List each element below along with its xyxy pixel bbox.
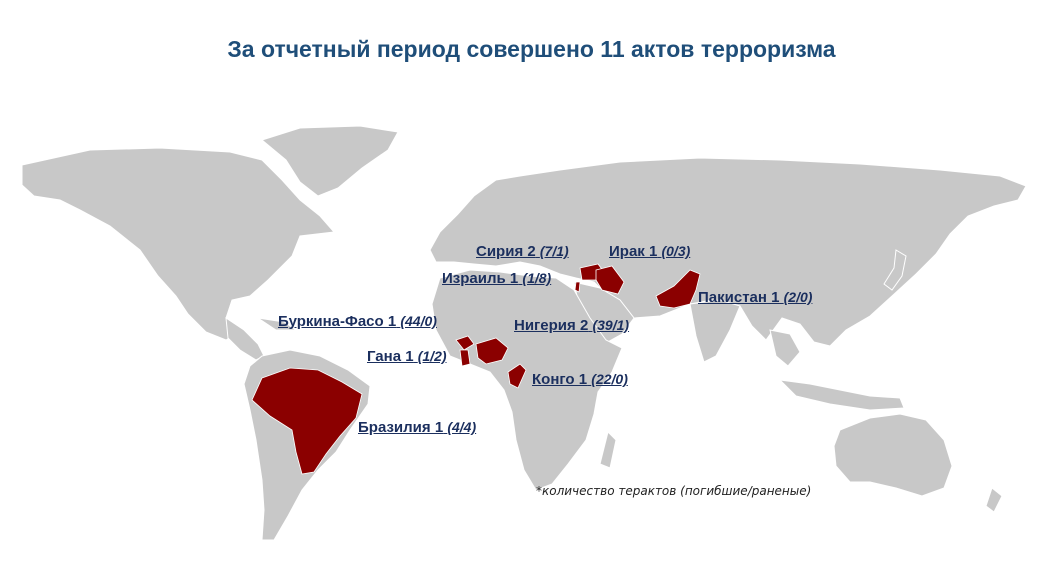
indonesia (778, 379, 905, 411)
label-ghana-stats: (1/2) (417, 348, 447, 364)
label-israel: Израиль 1 (1/8) (442, 270, 551, 287)
label-syria: Сирия 2 (7/1) (476, 243, 569, 260)
label-nigeria-name: Нигерия 2 (514, 317, 589, 334)
footnote: *количество терактов (погибшие/раненые) (536, 484, 812, 498)
label-israel-stats: (1/8) (522, 270, 552, 286)
africa (431, 269, 623, 491)
label-ghana: Гана 1 (1/2) (367, 348, 447, 365)
page-title: За отчетный период совершено 11 актов те… (227, 36, 836, 62)
label-brazil: Бразилия 1 (4/4) (358, 419, 476, 436)
label-congo-stats: (22/0) (591, 371, 628, 387)
central-america (225, 316, 265, 361)
caribbean (257, 317, 298, 331)
japan (883, 249, 907, 291)
label-pakistan-stats: (2/0) (783, 289, 813, 305)
highlight-israel (574, 281, 581, 293)
highlight-congo (507, 363, 527, 389)
label-pakistan: Пакистан 1 (2/0) (698, 289, 812, 306)
label-iraq-stats: (0/3) (661, 243, 691, 259)
australia (833, 413, 953, 497)
label-congo-name: Конго 1 (532, 371, 588, 388)
label-brazil-stats: (4/4) (447, 419, 477, 435)
label-israel-name: Израиль 1 (442, 270, 519, 287)
highlight-pakistan (655, 269, 701, 309)
label-iraq-name: Ирак 1 (609, 243, 658, 260)
label-burkina-faso-name: Буркина-Фасо 1 (278, 313, 397, 330)
highlight-ghana (459, 349, 471, 367)
new-zealand (985, 487, 1003, 513)
madagascar (599, 431, 617, 469)
label-burkina-faso: Буркина-Фасо 1 (44/0) (278, 313, 437, 330)
label-syria-stats: (7/1) (539, 243, 569, 259)
india (689, 299, 741, 363)
eurasia (429, 157, 1027, 347)
label-syria-name: Сирия 2 (476, 243, 536, 260)
label-congo: Конго 1 (22/0) (532, 371, 628, 388)
highlight-burkina-faso (455, 335, 475, 351)
label-burkina-faso-stats: (44/0) (400, 313, 437, 329)
southeast-asia (769, 329, 801, 367)
highlight-brazil (251, 367, 363, 475)
greenland (260, 125, 399, 197)
label-nigeria-stats: (39/1) (592, 317, 630, 333)
north-america (21, 147, 336, 341)
label-pakistan-name: Пакистан 1 (698, 289, 780, 306)
highlight-iraq (595, 265, 625, 295)
label-nigeria: Нигерия 2 (39/1) (514, 317, 629, 334)
label-ghana-name: Гана 1 (367, 348, 414, 365)
label-iraq: Ирак 1 (0/3) (609, 243, 690, 260)
label-brazil-name: Бразилия 1 (358, 419, 444, 436)
highlight-nigeria (475, 337, 509, 365)
